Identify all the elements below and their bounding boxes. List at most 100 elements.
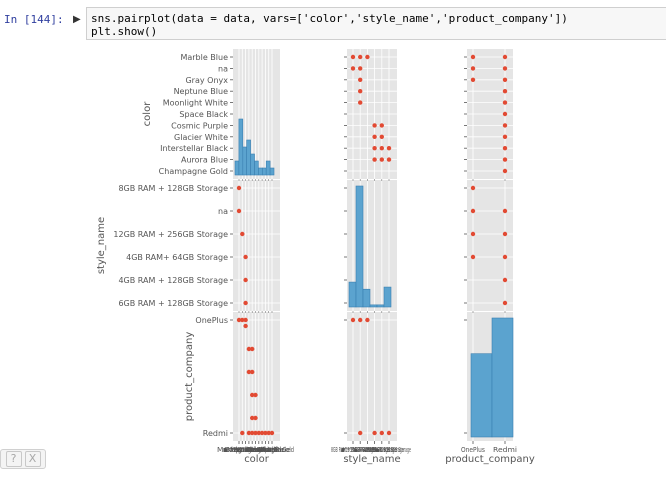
y-tick-label: Moonlight White <box>163 99 228 108</box>
y-tick-label: 4GB RAM+ 64GB Storage <box>126 253 228 262</box>
hist-bar <box>348 281 357 308</box>
x-tick-label: 4GB RAM + 128GB Storage <box>360 446 404 454</box>
x-tick-label: Marble Blue <box>217 446 261 454</box>
hist-bar <box>242 146 248 176</box>
hist-bar <box>369 304 378 308</box>
scatter-point <box>358 430 363 436</box>
hist-bar <box>265 160 271 176</box>
scatter-point <box>246 430 252 436</box>
scatter-point <box>502 300 508 306</box>
scatter-point <box>358 66 363 71</box>
y-axis-label: style_name <box>96 217 107 274</box>
x-tick-label: na <box>220 446 264 454</box>
y-tick-label: Glacier White <box>174 133 228 142</box>
hist-bar <box>254 160 259 176</box>
scatter-point <box>259 430 265 436</box>
help-widget[interactable]: ? X <box>0 449 46 469</box>
scatter-point <box>502 168 508 174</box>
hist-bar <box>250 153 255 176</box>
scatter-point <box>470 54 476 60</box>
x-tick-label: Aurora Blue <box>247 446 291 454</box>
scatter-point <box>372 157 377 162</box>
code-input[interactable]: sns.pairplot(data = data, vars=['color',… <box>86 7 666 40</box>
x-tick-label: Gray Onyx <box>224 446 268 454</box>
scatter-point <box>372 430 377 436</box>
y-tick-label: 6GB RAM + 128GB Storage <box>118 299 228 308</box>
scatter-point <box>250 415 255 421</box>
scatter-point <box>470 231 476 237</box>
hist-bar <box>258 167 263 176</box>
scatter-point <box>502 100 508 105</box>
scatter-point <box>253 430 258 436</box>
hist-bar <box>362 288 371 308</box>
scatter-point <box>502 77 508 83</box>
scatter-point <box>502 111 508 117</box>
scatter-point <box>236 185 242 191</box>
scatter-point <box>379 146 384 151</box>
x-tick-label: Cosmic Purple <box>237 446 281 454</box>
scatter-point <box>379 134 384 139</box>
scatter-point <box>250 346 255 352</box>
x-tick-label: Neptune Blue <box>227 446 271 454</box>
scatter-point <box>470 77 476 83</box>
y-tick-label: 12GB RAM + 256GB Storage <box>113 230 228 239</box>
x-tick-label: 8GB RAM + 128GB Storage <box>331 446 375 454</box>
scatter-point <box>250 369 255 375</box>
panel-background <box>467 180 513 311</box>
scatter-point <box>243 323 248 329</box>
close-icon[interactable]: X <box>24 451 41 467</box>
scatter-point <box>250 430 255 436</box>
run-cell-icon[interactable]: ▶ <box>73 14 81 25</box>
scatter-point <box>243 277 248 283</box>
scatter-point <box>246 346 252 352</box>
x-tick-label: 6GB RAM + 128GB Storage <box>367 446 411 454</box>
scatter-point <box>253 415 258 421</box>
scatter-point <box>358 54 363 60</box>
scatter-point <box>379 123 384 128</box>
scatter-point <box>240 430 245 436</box>
scatter-point <box>246 369 252 375</box>
panel-background <box>233 312 280 441</box>
scatter-point <box>470 185 476 191</box>
scatter-point <box>372 146 377 151</box>
scatter-point <box>502 89 508 94</box>
y-tick-label: Gray Onyx <box>185 76 228 85</box>
x-axis-label: color <box>244 454 270 465</box>
scatter-point <box>470 208 476 214</box>
x-tick-label: Champagne Gold <box>250 446 294 454</box>
scatter-point <box>236 208 242 214</box>
cell-prompt: In [144]: <box>4 13 64 26</box>
scatter-point <box>379 430 384 436</box>
scatter-point <box>502 66 508 71</box>
scatter-point <box>502 123 508 128</box>
scatter-point <box>243 254 248 260</box>
scatter-point <box>240 231 245 237</box>
x-tick-label: 4GB RAM+ 64GB Storage <box>353 446 397 454</box>
scatter-point <box>379 157 384 162</box>
hist-bar <box>376 304 385 308</box>
y-tick-label: Cosmic Purple <box>171 121 228 130</box>
x-tick-label: na <box>338 446 382 454</box>
help-icon[interactable]: ? <box>5 451 22 467</box>
y-tick-label: 8GB RAM + 128GB Storage <box>118 184 228 193</box>
panel-background <box>347 312 397 441</box>
scatter-point <box>253 392 258 398</box>
scatter-point <box>502 157 508 162</box>
hist-bar <box>491 317 514 438</box>
hist-bar <box>234 160 240 176</box>
scatter-point <box>358 317 363 323</box>
y-tick-label: Neptune Blue <box>174 87 229 96</box>
scatter-point <box>266 430 271 436</box>
scatter-point <box>386 146 392 151</box>
scatter-point <box>502 54 508 60</box>
scatter-point <box>358 77 363 83</box>
hist-bar <box>269 167 275 176</box>
x-tick-label: Moonlight White <box>230 446 274 454</box>
scatter-point <box>365 54 370 60</box>
scatter-point <box>263 430 268 436</box>
y-tick-label: OnePlus <box>195 316 228 325</box>
scatter-point <box>502 231 508 237</box>
hist-bar <box>383 286 392 308</box>
y-tick-label: Interstellar Black <box>160 144 228 153</box>
